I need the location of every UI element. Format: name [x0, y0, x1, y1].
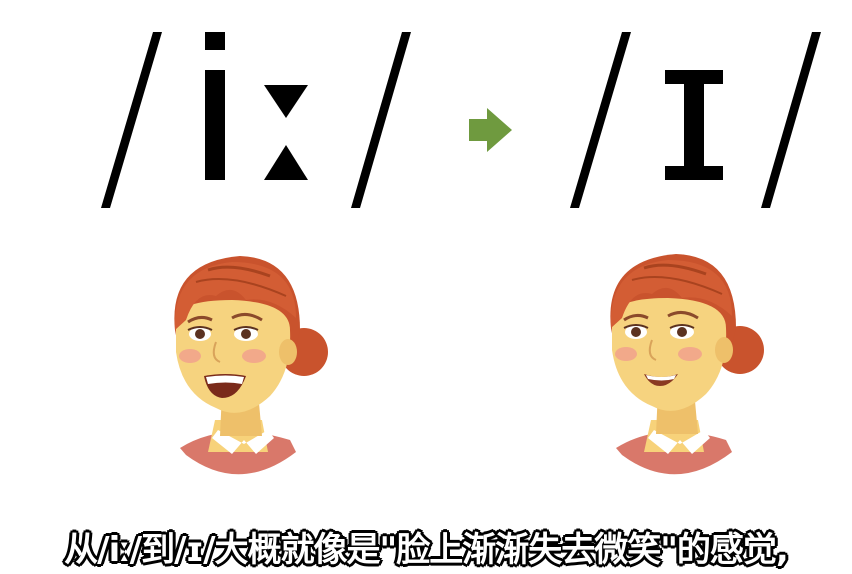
right-slash-close — [761, 32, 821, 208]
right-arrow-icon — [469, 108, 512, 152]
i-dot — [205, 32, 225, 50]
left-slash-close — [351, 32, 411, 208]
small-cap-i-bottom — [665, 166, 723, 180]
left-slash-open — [101, 32, 162, 208]
long-mark-top — [264, 85, 308, 118]
neutral-woman-illustration — [610, 254, 764, 475]
long-mark-bottom — [264, 145, 308, 180]
right-phonetic-symbol — [570, 32, 821, 208]
smiling-woman-illustration — [174, 256, 328, 475]
left-phonetic-symbol — [101, 32, 411, 208]
small-cap-i-stem — [684, 70, 704, 180]
i-stem — [205, 70, 225, 180]
right-slash-open — [570, 32, 631, 208]
subtitle-caption: 从/iː/到/ɪ/大概就像是"脸上渐渐失去微笑"的感觉, — [64, 530, 789, 570]
